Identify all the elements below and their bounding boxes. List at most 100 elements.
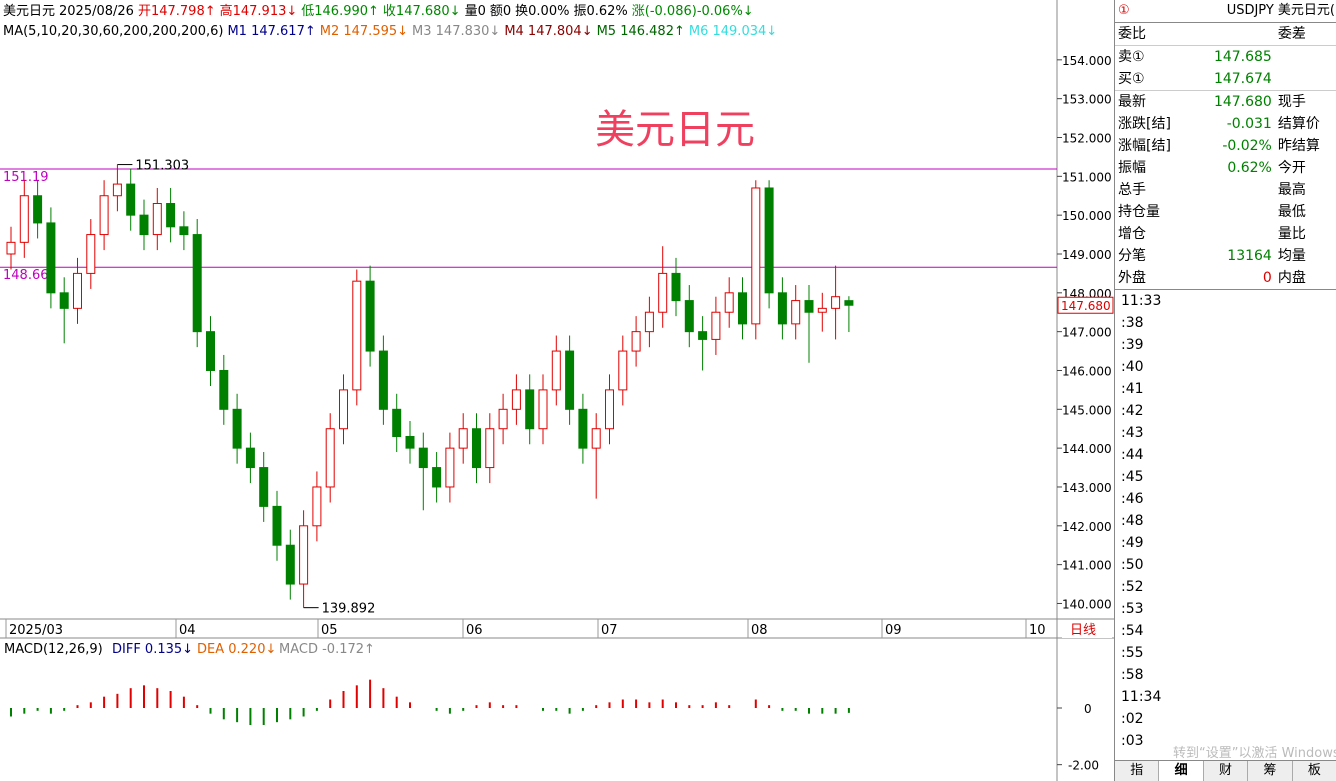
- candle-body: [698, 331, 708, 340]
- quote-row: 持仓量 最低: [1115, 201, 1336, 223]
- candle-body: [618, 350, 628, 391]
- tab[interactable]: 细: [1159, 761, 1204, 781]
- quote-cell: 0: [1262, 270, 1272, 286]
- candle-body: [365, 280, 375, 352]
- quote-cell: 0.62%: [1227, 160, 1272, 176]
- header-field: M1 147.617↑: [227, 24, 315, 39]
- quote-cell: [1272, 68, 1336, 90]
- y-tick-label: 150.000: [1062, 209, 1112, 223]
- quote-row: 总手 最高: [1115, 179, 1336, 201]
- y-tick-label: 151.000: [1062, 170, 1112, 184]
- trade-time: :42: [1121, 403, 1144, 419]
- quote-cell: 增仓: [1118, 226, 1146, 242]
- quote-cell: [1272, 46, 1336, 68]
- x-tick-label: 07: [601, 623, 618, 638]
- quote-cell: 振幅: [1118, 160, 1146, 176]
- quote-row: 振幅 0.62% 今开: [1115, 157, 1336, 179]
- candle-body: [751, 187, 761, 325]
- y-tick-label: 147.000: [1062, 326, 1112, 340]
- x-tick-label: 10: [1029, 623, 1046, 638]
- quote-table: 委比 委差 卖① 147.685 买① 147.674 最新 147.680 现手 涨跌[结] -0…: [1115, 23, 1336, 290]
- quote-cell: 总手: [1118, 182, 1146, 198]
- quote-badge: ①: [1118, 3, 1130, 18]
- y-tick-label: 140.000: [1062, 597, 1112, 611]
- header-field: 高147.913↓: [220, 3, 298, 19]
- header-field: MA(5,10,20,30,60,200,200,200,6): [3, 24, 223, 39]
- last-price-label: 147.680: [1061, 299, 1111, 313]
- candle-body: [86, 234, 96, 274]
- candle-body: [126, 183, 136, 216]
- tab[interactable]: 筹: [1248, 761, 1293, 781]
- quote-cell: 涨跌[结]: [1118, 116, 1171, 132]
- candle-body: [152, 203, 162, 236]
- quote-cell: 委比: [1118, 26, 1146, 42]
- period-label[interactable]: 日线: [1070, 623, 1096, 638]
- candle-body: [285, 544, 295, 585]
- candle-body: [644, 311, 654, 333]
- quote-row: 涨跌[结] -0.031 结算价: [1115, 113, 1336, 135]
- tab[interactable]: 指: [1115, 761, 1160, 781]
- candle-body: [245, 447, 255, 469]
- trade-time: :49: [1121, 535, 1144, 551]
- price-line-label: 151.19: [3, 170, 49, 185]
- quote-title: USDJPY 美元日元(: [1226, 3, 1335, 18]
- x-tick-label: 04: [179, 623, 196, 638]
- y-tick-label: 154.000: [1062, 54, 1112, 68]
- y-tick-label: 141.000: [1062, 559, 1112, 573]
- header-field: 额0: [490, 4, 511, 19]
- trade-time: :43: [1121, 425, 1144, 441]
- watermark: 转到“设置”以激活 Windows。: [1173, 746, 1336, 761]
- candle-body: [73, 272, 82, 309]
- y-tick-label: 142.000: [1062, 520, 1112, 534]
- x-tick-label: 06: [466, 623, 483, 638]
- quote-row: 增仓 量比: [1115, 223, 1336, 245]
- tab[interactable]: 板: [1293, 761, 1336, 781]
- chart-area: 美元日元 日线 MACD(12,26,9) DIFF 0.135↓ DEA 0.…: [0, 0, 1114, 781]
- candle-body: [99, 195, 109, 236]
- trade-time: :45: [1121, 469, 1144, 485]
- candle-body: [259, 467, 269, 507]
- candle-body: [458, 428, 468, 449]
- x-tick-label: 05: [321, 623, 338, 638]
- quote-cell: 买①: [1118, 71, 1145, 87]
- trade-time: :02: [1121, 711, 1144, 727]
- header-field: 2025/08/26: [59, 4, 134, 19]
- candle-body: [59, 292, 69, 309]
- quote-cell: 今开: [1277, 160, 1306, 176]
- header-field: M3 147.830↓: [412, 24, 500, 39]
- quote-cell: 分笔: [1118, 248, 1146, 264]
- quote-cell: 13164: [1227, 248, 1272, 264]
- candle-body: [112, 183, 122, 197]
- watermark-title: 美元日元: [595, 107, 755, 153]
- candle-body: [764, 187, 774, 294]
- quote-cell: 外盘: [1118, 270, 1146, 286]
- candle-body: [405, 435, 415, 449]
- candle-body: [844, 300, 854, 306]
- macd-y-tick-label: 0: [1084, 702, 1092, 716]
- y-tick-label: 153.000: [1062, 93, 1112, 107]
- quote-cell: [1177, 179, 1272, 201]
- period-box: [1062, 620, 1112, 638]
- x-tick-label: 2025/03: [9, 623, 63, 638]
- macd-y-tick-label: -2.00: [1068, 759, 1099, 773]
- candle-body: [538, 389, 548, 430]
- quote-cell: [1177, 201, 1272, 223]
- quote-cell: 量比: [1277, 226, 1306, 242]
- quote-cell: 147.680: [1213, 94, 1272, 110]
- candle-body: [272, 505, 282, 546]
- quote-cell: 现手: [1277, 94, 1306, 110]
- candle-body: [19, 195, 29, 243]
- quote-cell: -0.031: [1226, 116, 1272, 132]
- trade-time: :50: [1121, 557, 1144, 573]
- header-field: 振0.62%: [573, 4, 627, 19]
- x-tick-label: 09: [885, 623, 902, 638]
- candle-body: [711, 311, 721, 340]
- candle-body: [578, 408, 588, 449]
- tab[interactable]: 财: [1204, 761, 1249, 781]
- tab-bar: 指细财筹板: [1115, 760, 1336, 781]
- quote-cell: -0.02%: [1222, 138, 1272, 154]
- quote-row: 涨幅[结] -0.02% 昨结算: [1115, 135, 1336, 157]
- candle-body: [392, 408, 402, 437]
- candle-body: [831, 296, 841, 309]
